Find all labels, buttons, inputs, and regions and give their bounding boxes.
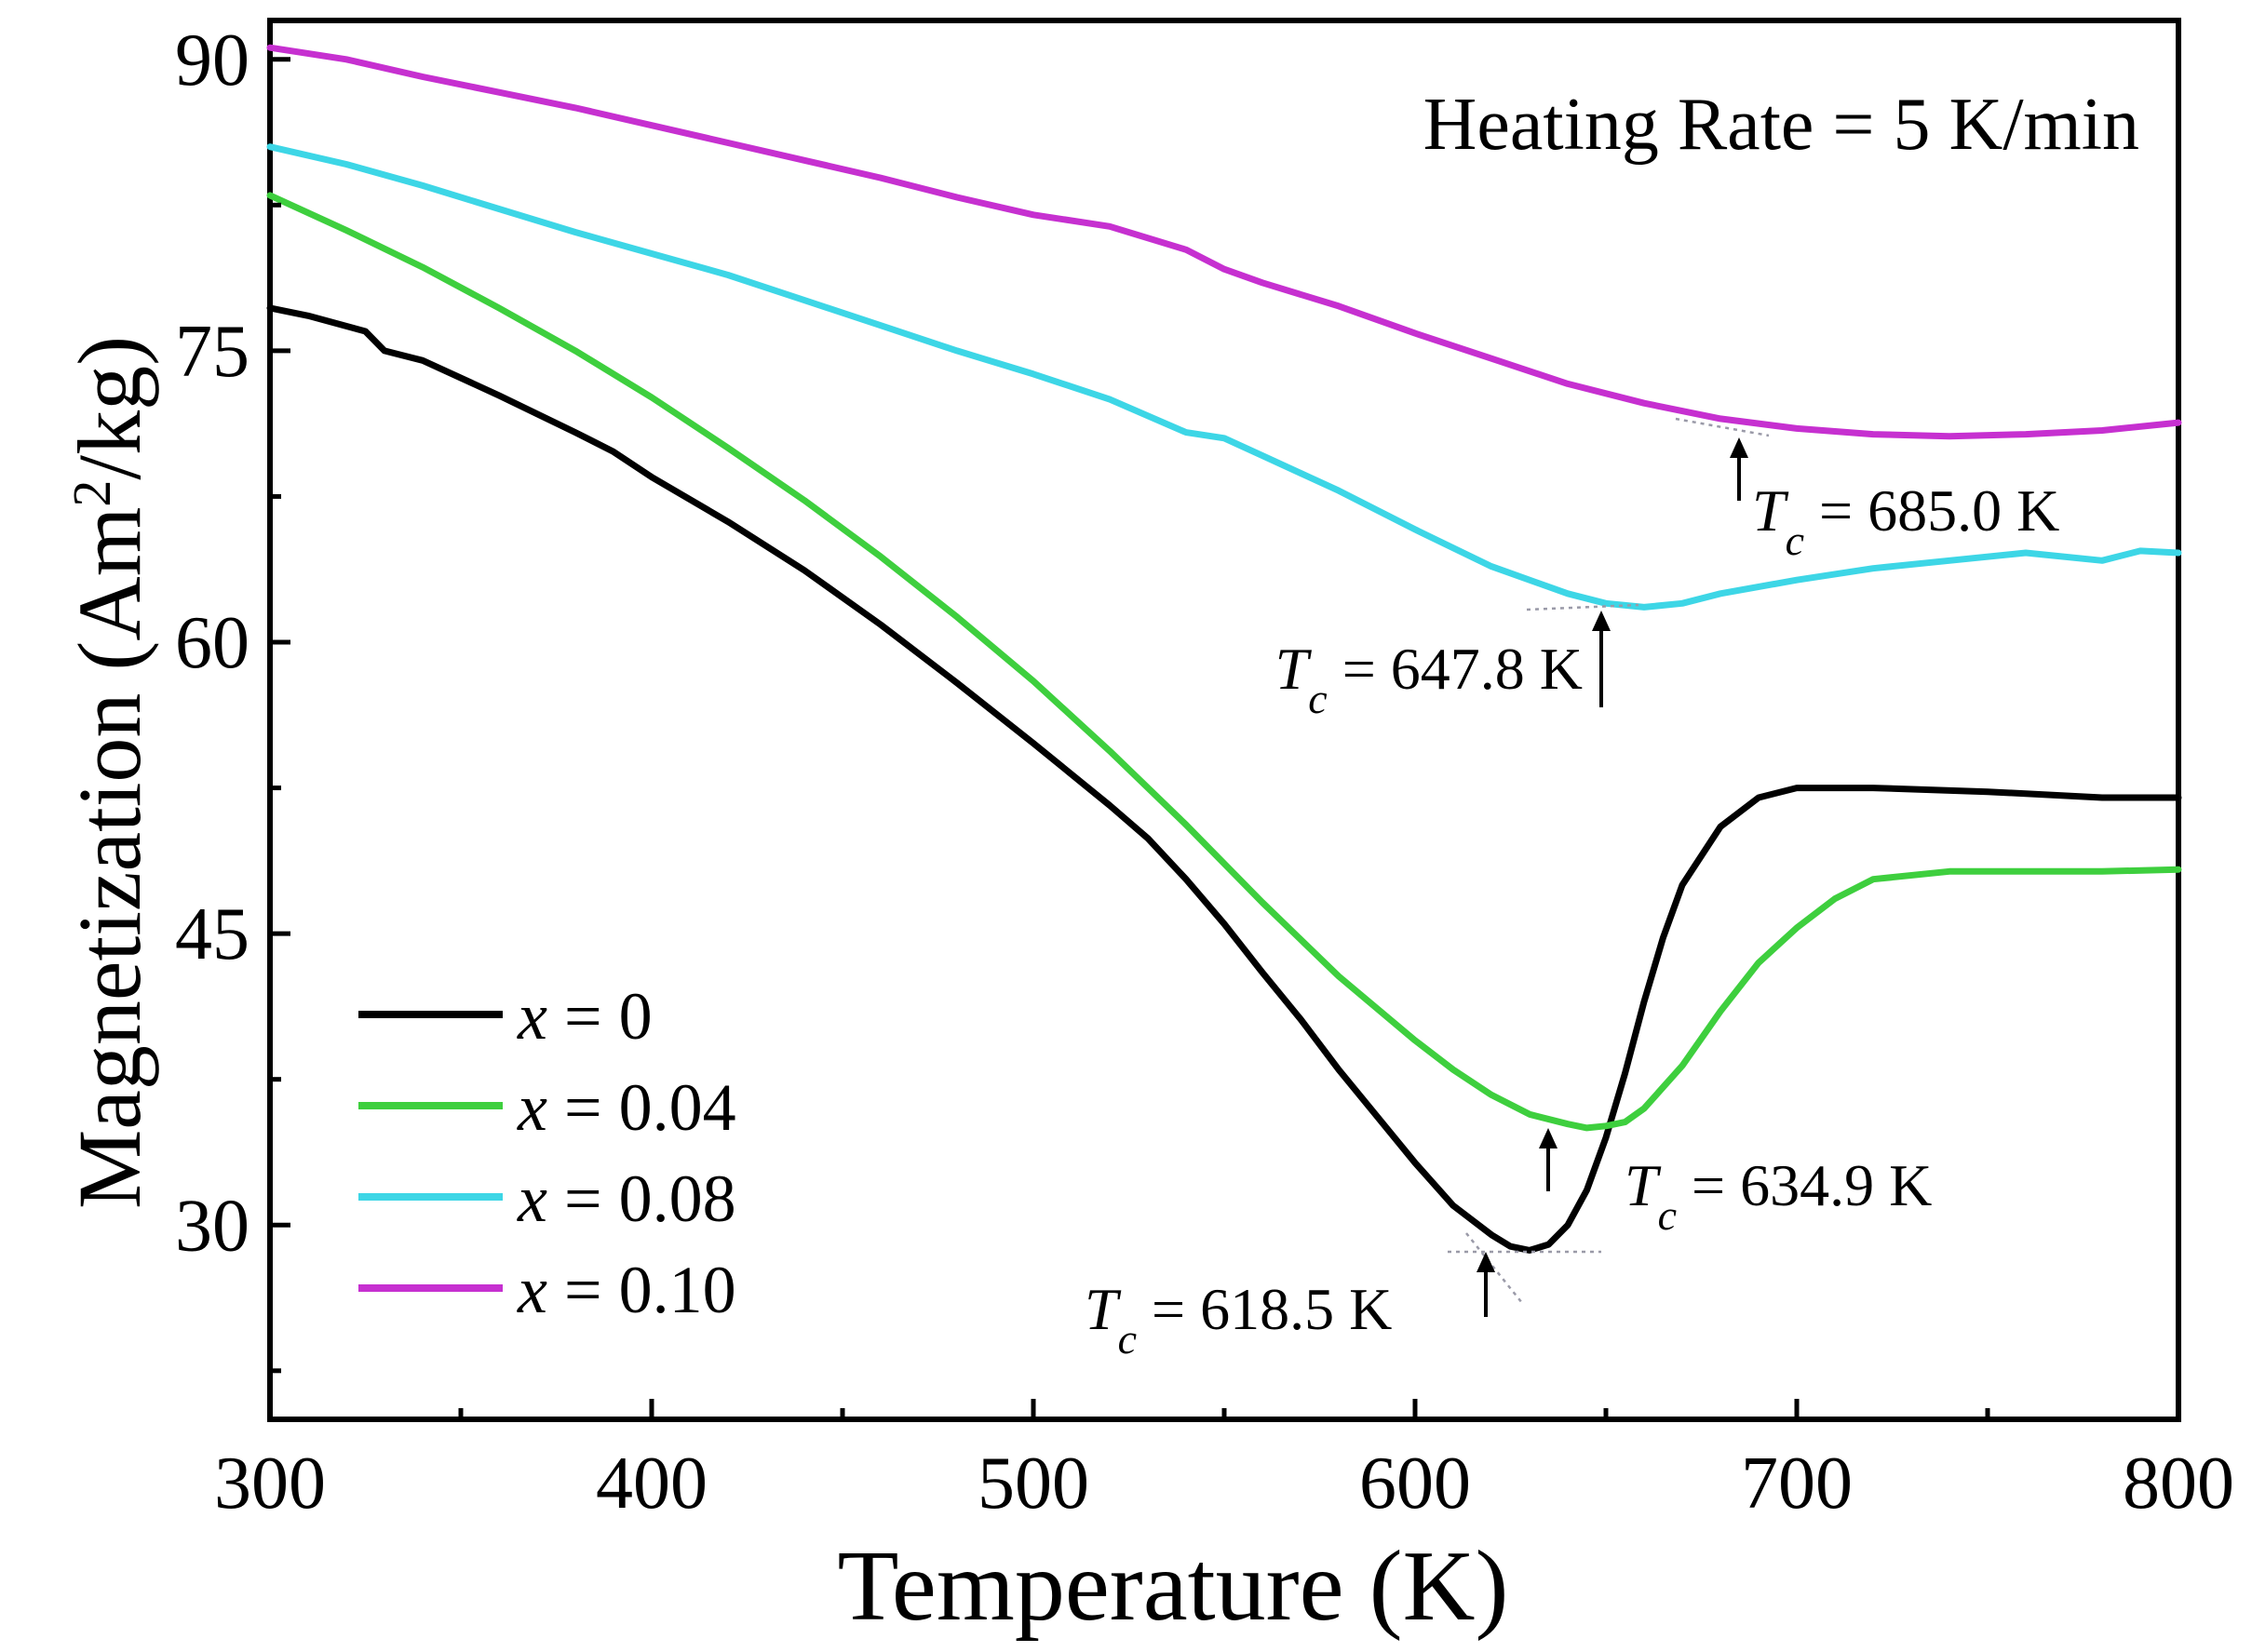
tc-647-label: Tc = 647.8 K (1275, 636, 1583, 722)
legend-label-0: x = 0 (517, 979, 653, 1054)
y-tick-label: 75 (175, 311, 249, 393)
tc-634-var: T (1625, 1152, 1662, 1218)
tc-647-sub: c (1308, 675, 1327, 722)
heating-rate-annotation: Heating Rate = 5 K/min (1423, 84, 2139, 166)
x-tick-label: 700 (1741, 1443, 1853, 1524)
legend-label-3: x = 0.10 (517, 1253, 736, 1327)
y-tick-label: 45 (175, 893, 249, 975)
series-line-1 (266, 192, 2182, 1132)
tc-annotation-618: Tc = 618.5 K (1085, 1232, 1601, 1363)
x-axis-title: Temperature (K) (837, 1531, 1508, 1642)
y-axis-ticks: 30 45 60 75 90 (175, 20, 290, 1374)
tc-annotation-647: Tc = 647.8 K (1275, 603, 1639, 722)
tc-634-label: Tc = 634.9 K (1625, 1152, 1932, 1239)
legend-value: = 0 (547, 979, 653, 1054)
tc-685-dotted-guide (1675, 417, 1770, 437)
x-tick-label: 600 (1359, 1443, 1471, 1524)
y-tick-label: 30 (175, 1185, 249, 1267)
series-line-0 (266, 304, 2182, 1254)
tc-685-sub: c (1786, 517, 1804, 564)
tc-618-label: Tc = 618.5 K (1085, 1276, 1392, 1363)
tc-618-var: T (1085, 1276, 1122, 1342)
x-tick-label: 400 (596, 1443, 708, 1524)
series-line-3 (266, 44, 2182, 440)
tc-annotation-634: Tc = 634.9 K (1539, 1128, 1932, 1239)
tc-685-label: Tc = 685.0 K (1752, 477, 2059, 564)
tc-634-arrowhead (1539, 1128, 1558, 1148)
tc-647-var: T (1275, 636, 1313, 702)
series-line-2 (266, 143, 2182, 611)
x-tick-label: 300 (214, 1443, 326, 1524)
tc-618-sub: c (1118, 1315, 1137, 1363)
legend-var: x (517, 1162, 547, 1236)
tc-647-arrowhead (1592, 611, 1611, 631)
x-tick-label: 800 (2123, 1443, 2234, 1524)
tc-685-value: = 685.0 K (1804, 477, 2059, 544)
tc-647-value: = 647.8 K (1328, 636, 1583, 702)
legend-var: x (517, 979, 547, 1054)
tc-618-dotted-guide-b (1465, 1232, 1523, 1304)
tc-647-dotted-guide (1526, 603, 1639, 611)
x-tick-label: 500 (978, 1443, 1089, 1524)
x-axis-ticks: 300 400 500 600 700 800 (214, 1399, 2234, 1524)
y-tick-label: 90 (175, 20, 249, 101)
series-layer (266, 44, 2182, 1254)
tc-634-value: = 634.9 K (1677, 1152, 1932, 1218)
tc-685-arrowhead (1730, 437, 1748, 458)
tc-618-arrowhead (1477, 1252, 1495, 1272)
legend-label-2: x = 0.08 (517, 1162, 736, 1236)
legend-label-1: x = 0.04 (517, 1070, 736, 1145)
legend-var: x (517, 1070, 547, 1145)
tc-618-value: = 618.5 K (1137, 1276, 1392, 1342)
tc-annotation-685: Tc = 685.0 K (1675, 417, 2059, 564)
y-axis-title-main: Magnetization (Am (60, 507, 159, 1209)
legend: x = 0x = 0.04x = 0.08x = 0.10 (358, 979, 736, 1327)
legend-value: = 0.04 (547, 1070, 736, 1145)
y-tick-label: 60 (175, 602, 249, 684)
legend-var: x (517, 1253, 547, 1327)
legend-value: = 0.10 (547, 1253, 736, 1327)
y-axis-title-sup: 2 (61, 480, 122, 507)
y-axis-title: Magnetization (Am2/kg) (60, 336, 159, 1209)
tc-634-sub: c (1658, 1191, 1677, 1239)
y-axis-title-tail: /kg) (60, 336, 159, 480)
tc-685-var: T (1752, 477, 1789, 544)
legend-value: = 0.08 (547, 1162, 736, 1236)
